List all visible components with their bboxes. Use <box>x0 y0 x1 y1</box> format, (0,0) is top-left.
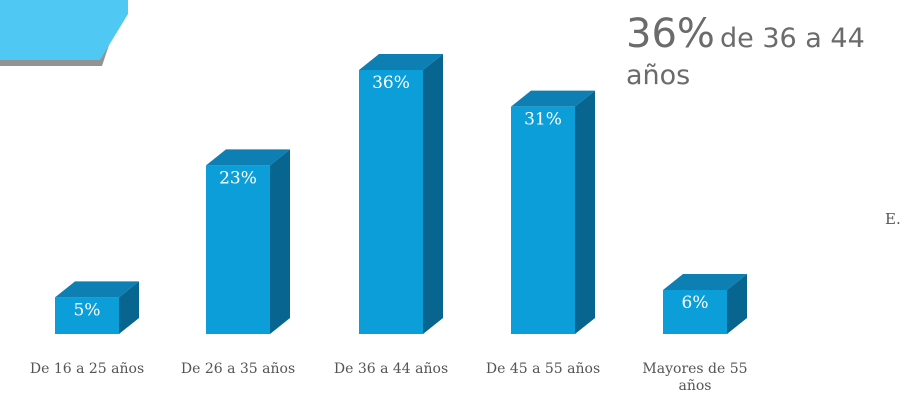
bar-top-face <box>663 274 747 291</box>
category-label: De 45 a 55 años <box>473 361 613 378</box>
bar-front-face <box>359 70 423 335</box>
bar-front-face <box>511 106 575 334</box>
bar-3: 36% <box>359 54 443 335</box>
category-label-line: De 26 a 35 años <box>180 361 296 377</box>
bar-2: 23% <box>206 149 290 334</box>
bar-front-face <box>206 165 270 334</box>
category-label-line: De 45 a 55 años <box>485 361 601 377</box>
side-mark: E. <box>885 210 901 228</box>
bar-5: 6% <box>663 274 747 334</box>
headline: 36% de 36 a 44 años <box>626 14 904 89</box>
bar-side-face <box>270 149 290 334</box>
headline-range: de 36 a 44 <box>720 23 865 54</box>
bar-top-face <box>206 149 290 166</box>
bar-side-face <box>727 274 747 334</box>
headline-percent: 36% <box>626 11 715 57</box>
data-label: 23% <box>219 168 257 188</box>
category-label: De 36 a 44 años <box>321 361 461 378</box>
category-label-line: De 36 a 44 años <box>333 361 449 377</box>
category-label-line: años <box>678 377 712 394</box>
banner-decoration <box>0 0 128 66</box>
bar-front-face <box>55 297 119 334</box>
bar-side-face <box>119 281 139 334</box>
bar-side-face <box>575 90 595 334</box>
data-label: 6% <box>682 293 709 313</box>
bar-4: 31% <box>511 90 595 334</box>
data-label: 5% <box>74 300 101 320</box>
bar-top-face <box>359 54 443 71</box>
bars-layer: 5% 23% 36% 31% 6% <box>55 54 747 335</box>
bar-top-face <box>511 90 595 107</box>
bar-side-face <box>423 54 443 335</box>
category-label: De 26 a 35 años <box>168 361 308 378</box>
data-label: 36% <box>372 73 410 93</box>
category-label-line: De 16 a 25 años <box>29 361 145 377</box>
bar-top-face <box>55 281 139 298</box>
category-label: Mayores de 55 años <box>625 361 765 395</box>
bar-1: 5% <box>55 281 139 334</box>
data-label: 31% <box>524 110 562 130</box>
category-label: De 16 a 25 años <box>17 361 157 378</box>
bar-front-face <box>663 290 727 334</box>
category-label-line: Mayores de 55 <box>642 361 748 377</box>
banner-shape <box>0 0 128 60</box>
headline-unit: años <box>626 60 691 91</box>
